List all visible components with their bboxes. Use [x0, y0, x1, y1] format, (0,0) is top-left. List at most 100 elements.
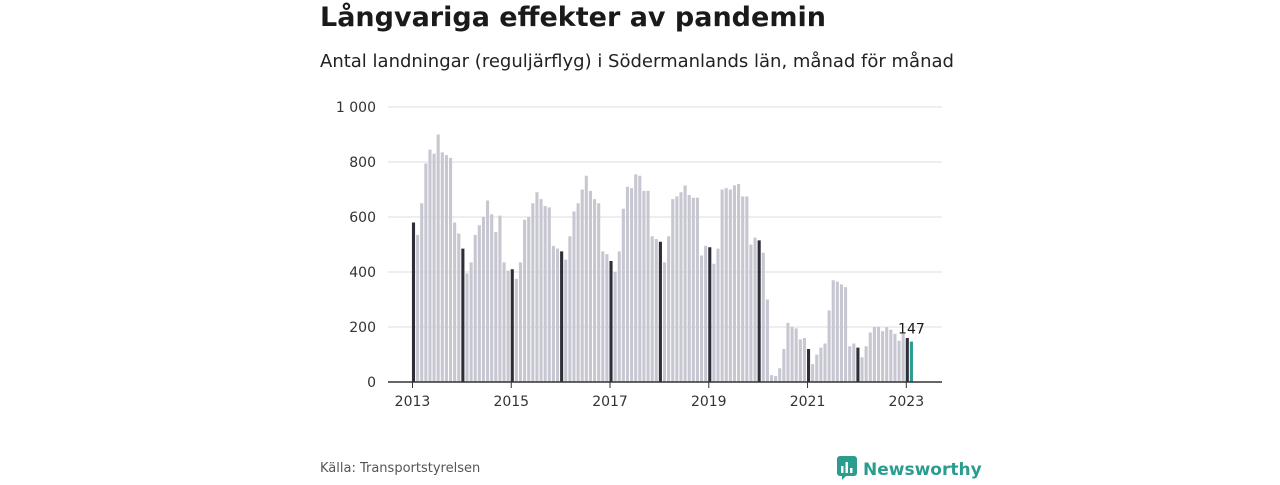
- bar: [518, 262, 523, 382]
- bar: [889, 329, 893, 382]
- bar: [461, 248, 465, 382]
- bar: [440, 152, 444, 382]
- bar: [778, 368, 782, 382]
- bar: [588, 190, 592, 382]
- bar: [502, 262, 506, 382]
- x-tick-label: 2015: [493, 394, 529, 410]
- bar: [523, 219, 527, 382]
- chart-title: Långvariga effekter av pandemin: [320, 2, 826, 33]
- bar: [593, 199, 597, 382]
- bar: [683, 185, 687, 382]
- bar: [876, 327, 881, 382]
- bar: [885, 327, 889, 382]
- bar: [724, 188, 728, 382]
- bar: [473, 234, 477, 382]
- bar: [761, 252, 765, 382]
- bar: [486, 200, 490, 382]
- bar: [510, 269, 514, 382]
- brand-name: Newsworthy: [863, 460, 982, 480]
- bar: [774, 375, 778, 382]
- bar: [700, 255, 704, 382]
- bar: [662, 262, 667, 382]
- y-tick-label: 1 000: [336, 100, 376, 116]
- brand-logo[interactable]: Newsworthy: [836, 455, 982, 485]
- bar: [436, 134, 440, 382]
- bar: [868, 332, 872, 382]
- bar: [601, 251, 605, 382]
- y-tick-label: 400: [349, 265, 376, 281]
- bar: [568, 236, 572, 382]
- bar: [625, 186, 630, 382]
- bar: [728, 189, 732, 382]
- bar: [642, 190, 646, 382]
- bar: [741, 196, 745, 382]
- bar: [584, 175, 588, 382]
- bar: [811, 364, 815, 382]
- bar: [527, 217, 531, 382]
- y-tick-label: 0: [367, 375, 376, 391]
- bar: [905, 338, 909, 382]
- bar: [823, 343, 827, 382]
- annotations: 147: [898, 322, 925, 338]
- bar: [597, 203, 601, 382]
- bar: [453, 222, 457, 382]
- y-tick-label: 600: [349, 210, 376, 226]
- bar: [531, 203, 535, 382]
- bar: [839, 284, 844, 382]
- bar: [539, 199, 543, 382]
- bar: [543, 206, 547, 382]
- bar: [564, 259, 568, 382]
- bar: [675, 196, 679, 382]
- newsworthy-logo-icon: [836, 455, 858, 485]
- bar: [605, 254, 609, 382]
- bar: [609, 261, 613, 382]
- x-tick-label: 2013: [395, 394, 431, 410]
- bar: [860, 357, 864, 382]
- bar: [576, 203, 580, 382]
- bar: [630, 188, 634, 382]
- bar: [613, 272, 617, 382]
- bar: [695, 197, 699, 382]
- bar: [654, 239, 658, 382]
- bar: [831, 280, 835, 382]
- bar: [638, 175, 642, 382]
- chart-subtitle: Antal landningar (reguljärflyg) i Söderm…: [320, 51, 954, 72]
- bar: [716, 248, 720, 382]
- y-axis-labels: 0 200 400 600 800 1 000: [336, 100, 376, 391]
- bar: [712, 263, 716, 382]
- bar: [428, 149, 432, 382]
- bar: [411, 222, 416, 382]
- bar: [806, 349, 811, 382]
- bar: [704, 245, 708, 382]
- bar: [827, 310, 831, 382]
- bar: [687, 195, 691, 382]
- bar: [646, 190, 650, 382]
- y-tick-label: 200: [349, 320, 376, 336]
- bar: [897, 340, 901, 382]
- bar: [432, 153, 436, 382]
- bar: [769, 375, 774, 382]
- bar: [881, 331, 885, 382]
- bar: [732, 185, 737, 382]
- bar: [737, 184, 741, 382]
- bar: [667, 236, 671, 382]
- bar: [691, 197, 695, 382]
- x-tick-label: 2021: [790, 394, 826, 410]
- bar: [745, 196, 749, 382]
- bar: [901, 333, 905, 382]
- bar: [757, 240, 761, 382]
- bar: [802, 338, 806, 382]
- bar: [580, 189, 584, 382]
- bar: [786, 322, 790, 382]
- bar: [514, 278, 518, 382]
- bar: [782, 349, 786, 382]
- bar: [765, 299, 769, 382]
- bar: [798, 339, 802, 382]
- x-axis-labels: 2013 2015 2017 2019 2021 2023: [395, 394, 924, 410]
- bar: [835, 281, 839, 382]
- x-tick-label: 2019: [691, 394, 727, 410]
- x-axis: [388, 381, 942, 388]
- latest-value-label: 147: [898, 322, 925, 338]
- bar: [469, 262, 473, 382]
